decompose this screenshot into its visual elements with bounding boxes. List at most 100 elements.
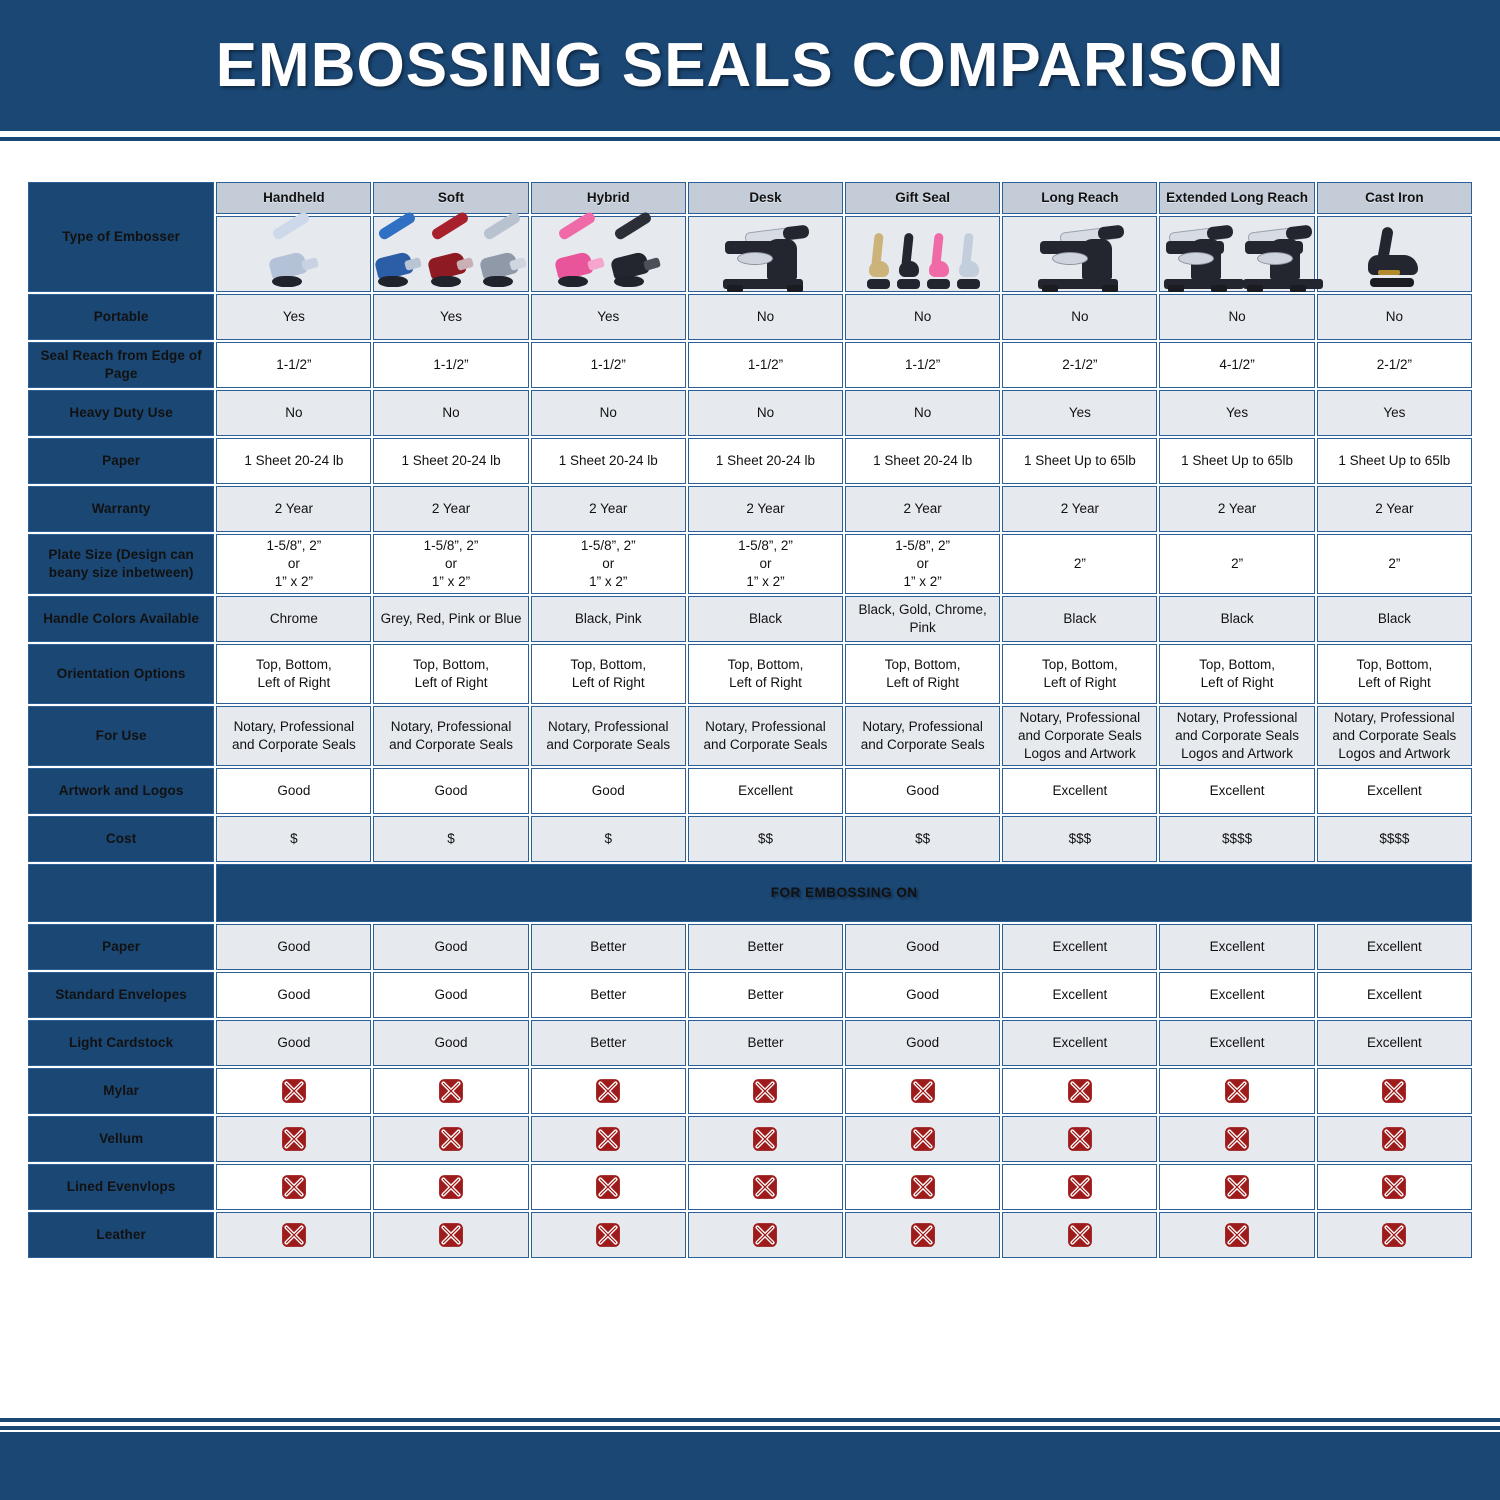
table-row: Vellum xyxy=(28,1116,1472,1162)
table-row: For Use Notary, Professional and Corporate… xyxy=(28,706,1472,766)
embossing-cell-4-0 xyxy=(216,1116,372,1162)
embossing-cell-3-2 xyxy=(530,1068,686,1114)
embossing-cell-2-7: Excellent xyxy=(1316,1020,1472,1066)
cell-1-7: 2-1/2” xyxy=(1316,342,1472,388)
cell-4-6: 2 Year xyxy=(1159,486,1315,532)
table-row: Paper 1 Sheet 20-24 lb 1 Sheet 20-24 lb 1 S… xyxy=(28,438,1472,484)
table-row: Handle Colors Available Chrome Grey, Red, … xyxy=(28,596,1472,642)
x-mark-icon xyxy=(438,1174,464,1200)
cell-1-4: 1-1/2” xyxy=(845,342,1001,388)
embossing-cell-1-2: Better xyxy=(530,972,686,1018)
x-mark-icon xyxy=(1381,1078,1407,1104)
cell-0-3: No xyxy=(687,294,844,340)
cell-3-6: 1 Sheet Up to 65lb xyxy=(1159,438,1315,484)
x-mark-icon xyxy=(1381,1174,1407,1200)
footer-divider-white xyxy=(0,1422,1500,1426)
x-mark-icon xyxy=(595,1222,621,1248)
cell-2-6: Yes xyxy=(1159,390,1315,436)
embossing-cell-6-3 xyxy=(687,1212,844,1258)
column-header-long-reach: Long Reach xyxy=(1002,182,1158,214)
embossing-cell-0-7: Excellent xyxy=(1316,924,1472,970)
x-mark-icon xyxy=(1381,1126,1407,1152)
cell-0-4: No xyxy=(845,294,1001,340)
cell-5-5: 2” xyxy=(1002,534,1158,594)
embossing-cell-1-0: Good xyxy=(216,972,372,1018)
cell-2-1: No xyxy=(373,390,529,436)
embossing-cell-5-1 xyxy=(373,1164,529,1210)
cell-1-0: 1-1/2” xyxy=(216,342,372,388)
soft-embosser-image xyxy=(373,210,529,292)
cell-4-7: 2 Year xyxy=(1316,486,1472,532)
embossing-cell-5-0 xyxy=(216,1164,372,1210)
cell-7-3: Top, Bottom, Left of Right xyxy=(687,644,844,704)
embossing-cell-5-6 xyxy=(1159,1164,1315,1210)
x-mark-icon xyxy=(1381,1222,1407,1248)
cell-8-6: Notary, Professional and Corporate Seals L… xyxy=(1159,706,1315,766)
embossing-cell-1-4: Good xyxy=(845,972,1001,1018)
cast-iron-embosser-image xyxy=(1316,216,1472,292)
page-footer-banner xyxy=(0,1432,1500,1500)
embossing-cell-2-2: Better xyxy=(530,1020,686,1066)
x-mark-icon xyxy=(281,1126,307,1152)
embossing-cell-0-4: Good xyxy=(845,924,1001,970)
x-mark-icon xyxy=(595,1174,621,1200)
embossing-cell-3-0 xyxy=(216,1068,372,1114)
x-mark-icon xyxy=(438,1078,464,1104)
table-header-row: Type of Embosser Handheld Soft Hybrid Desk Gi… xyxy=(28,182,1472,292)
x-mark-icon xyxy=(595,1078,621,1104)
comparison-table-wrapper: Type of Embosser Handheld Soft Hybrid Desk Gi… xyxy=(26,180,1474,1260)
x-mark-icon xyxy=(281,1078,307,1104)
cell-9-6: Excellent xyxy=(1159,768,1315,814)
table-row: Portable Yes Yes Yes No No No No No xyxy=(28,294,1472,340)
column-header-gift-seal: Gift Seal xyxy=(845,182,1001,214)
column-header-extended-long-reach: Extended Long Reach xyxy=(1159,182,1315,214)
x-mark-icon xyxy=(1067,1222,1093,1248)
table-row: Cost $ $ $ $$ $$ $$$ $$$$ $$$$ xyxy=(28,816,1472,862)
embossing-cell-2-6: Excellent xyxy=(1159,1020,1315,1066)
desk-embosser-image xyxy=(687,216,844,292)
cell-4-3: 2 Year xyxy=(687,486,844,532)
embossing-cell-2-4: Good xyxy=(845,1020,1001,1066)
cell-8-2: Notary, Professional and Corporate Seals xyxy=(530,706,686,766)
cell-6-5: Black xyxy=(1002,596,1158,642)
embossing-cell-3-5 xyxy=(1002,1068,1158,1114)
embossing-cell-2-0: Good xyxy=(216,1020,372,1066)
cell-1-3: 1-1/2” xyxy=(687,342,844,388)
header-divider-blue xyxy=(0,137,1500,141)
cell-9-3: Excellent xyxy=(687,768,844,814)
row-label-seal-reach-from-edge-of-page: Seal Reach from Edge of Page xyxy=(28,342,215,388)
cell-6-6: Black xyxy=(1159,596,1315,642)
embossing-cell-0-0: Good xyxy=(216,924,372,970)
section-banner-for-embossing-on: FOR EMBOSSING ON xyxy=(216,864,1472,922)
cell-2-4: No xyxy=(845,390,1001,436)
table-row: Leather xyxy=(28,1212,1472,1258)
x-mark-icon xyxy=(910,1174,936,1200)
embossing-cell-5-2 xyxy=(530,1164,686,1210)
row-label-portable: Portable xyxy=(28,294,215,340)
x-mark-icon xyxy=(1067,1078,1093,1104)
row-label-mylar: Mylar xyxy=(28,1068,215,1114)
long-reach-embosser-image xyxy=(1002,216,1158,292)
x-mark-icon xyxy=(752,1174,778,1200)
table-row: Artwork and Logos Good Good Good Excellent Go… xyxy=(28,768,1472,814)
cell-2-3: No xyxy=(687,390,844,436)
x-mark-icon xyxy=(752,1126,778,1152)
cell-5-2: 1-5/8”, 2” or 1” x 2” xyxy=(530,534,686,594)
x-mark-icon xyxy=(1224,1174,1250,1200)
x-mark-icon xyxy=(752,1222,778,1248)
column-header-hybrid: Hybrid xyxy=(530,182,686,214)
table-body: Type of Embosser Handheld Soft Hybrid Desk Gi… xyxy=(28,182,1472,1258)
cell-6-0: Chrome xyxy=(216,596,372,642)
cell-0-1: Yes xyxy=(373,294,529,340)
x-mark-icon xyxy=(752,1078,778,1104)
embossing-cell-3-4 xyxy=(845,1068,1001,1114)
row-label-leather: Leather xyxy=(28,1212,215,1258)
cell-6-3: Black xyxy=(687,596,844,642)
row-label-warranty: Warranty xyxy=(28,486,215,532)
embossing-cell-0-1: Good xyxy=(373,924,529,970)
cell-10-2: $ xyxy=(530,816,686,862)
cell-9-4: Good xyxy=(845,768,1001,814)
embossing-cell-4-2 xyxy=(530,1116,686,1162)
table-row: Paper Good Good Better Better Good Excellent Ex… xyxy=(28,924,1472,970)
x-mark-icon xyxy=(281,1174,307,1200)
